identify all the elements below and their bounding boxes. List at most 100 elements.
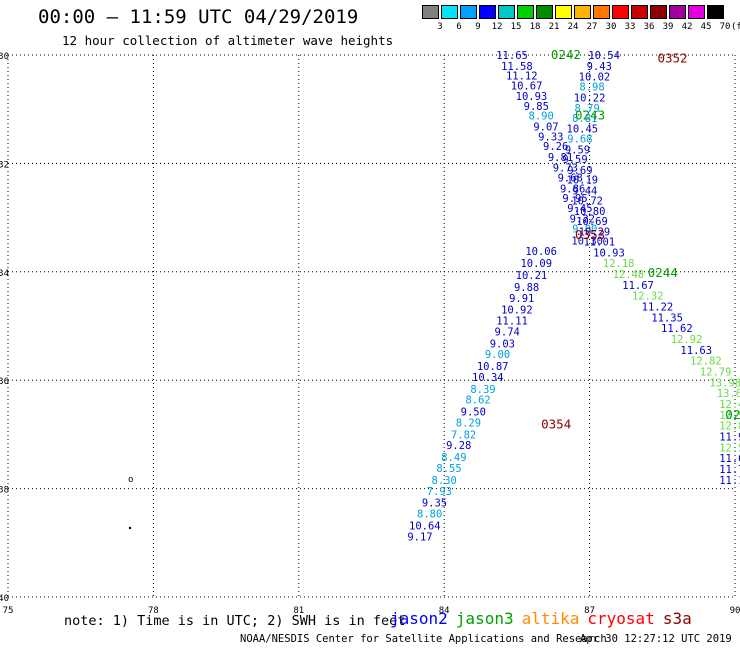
colorbar-swatch <box>707 5 724 19</box>
wave-height-label: 8.98 <box>579 81 604 93</box>
wave-height-label: 10.87 <box>477 361 509 373</box>
wave-height-label: 9.50 <box>461 407 486 419</box>
colorbar-label: 45 <box>700 22 712 32</box>
wave-height-label: 8.90 <box>528 111 553 123</box>
wave-height-label: 11.12 <box>506 71 538 83</box>
colorbar-swatch <box>555 5 572 19</box>
wave-height-label: 9.95 <box>562 193 587 205</box>
colorbar-swatch <box>574 5 591 19</box>
wave-height-label: 9.59 <box>565 144 590 156</box>
wave-height-label: 8.49 <box>441 452 466 464</box>
colorbar-swatch <box>479 5 496 19</box>
wave-height-label: 10.34 <box>472 372 504 384</box>
wave-height-label: 11.79 <box>719 464 740 476</box>
wave-height-label: 10.93 <box>516 91 548 103</box>
wave-height-label: 9.68 <box>558 172 583 184</box>
wave-height-label: 10.19 <box>567 175 599 187</box>
colorbar-label: 21 <box>548 22 560 32</box>
wave-height-label: 9.73 <box>553 163 578 175</box>
colorbar-swatch <box>460 5 477 19</box>
wave-height-label: 9.43 <box>587 61 612 73</box>
legend-entry-altika: altika <box>521 609 580 628</box>
wave-height-label: 9.69 <box>567 165 592 177</box>
wave-height-label: 8.80 <box>417 509 442 521</box>
wave-height-label: 12.48 <box>613 269 645 281</box>
colorbar-swatch <box>669 5 686 19</box>
wave-height-label: 11.22 <box>642 301 674 313</box>
colorbar-label: 27 <box>586 22 598 32</box>
track-time-label: 0244 <box>648 265 678 280</box>
colorbar-label: 33 <box>624 22 636 32</box>
colorbar-swatch <box>422 5 439 19</box>
wave-height-label: 11.11 <box>496 316 528 328</box>
wave-height-label: 10.02 <box>579 72 611 84</box>
wave-height-label: 9.88 <box>514 282 539 294</box>
wave-height-label: 10.72 <box>571 195 603 207</box>
wave-height-label: 9.86 <box>560 183 585 195</box>
track-time-label: 0352 <box>657 51 687 66</box>
wave-height-label: 11.67 <box>719 453 740 465</box>
wave-height-label: 9.00 <box>485 349 510 361</box>
wave-height-label: 9.68 <box>567 133 592 145</box>
wave-height-label: 8.81 <box>572 113 597 125</box>
wave-height-label: 11.97 <box>719 432 740 444</box>
x-tick-label: 78 <box>148 606 159 616</box>
chart-subtitle: 12 hour collection of altimeter wave hei… <box>62 33 394 48</box>
wave-height-label: 10.64 <box>409 520 441 532</box>
track-time-label: 0243 <box>575 108 605 123</box>
colorbar-label: 70 <box>719 22 731 32</box>
wave-height-label: 10.09 <box>520 258 552 270</box>
wave-height-label: 10.22 <box>574 92 606 104</box>
track-time-label: 0353 <box>575 227 605 242</box>
wave-height-label: 13.63 <box>717 388 740 400</box>
wave-height-label: 9.44 <box>572 186 597 198</box>
wave-height-label: 9.22 <box>570 214 595 226</box>
colorbar-swatch <box>441 5 458 19</box>
wave-height-label: 10.92 <box>501 305 533 317</box>
wave-height-label: 9.85 <box>524 101 549 113</box>
wave-height-label: 10.30 <box>571 235 603 247</box>
wave-height-label: 12.92 <box>671 334 703 346</box>
wave-height-label: 9.03 <box>490 338 515 350</box>
colorbar-swatch <box>612 5 629 19</box>
wave-height-label: 11.63 <box>680 345 712 357</box>
y-tick-label: -38 <box>0 486 9 496</box>
wave-height-label: 10.67 <box>511 80 543 92</box>
colorbar-swatch <box>631 5 648 19</box>
colorbar-label: 36 <box>643 22 655 32</box>
colorbar-swatch <box>498 5 515 19</box>
wave-height-label: 11.65 <box>496 50 528 62</box>
credit-text: NOAA/NESDIS Center for Satellite Applica… <box>240 633 607 645</box>
wave-height-label: 9.45 <box>567 203 592 215</box>
colorbar-unit: (ft) <box>731 22 740 32</box>
y-tick-label: -34 <box>0 269 9 279</box>
wave-height-label: 8.30 <box>432 475 457 487</box>
colorbar-label: 30 <box>605 22 617 32</box>
wave-height-label: 11.67 <box>622 280 654 292</box>
wave-height-label: 9.28 <box>446 440 471 452</box>
island-dot <box>128 526 132 530</box>
legend-entry-s3a: s3a <box>662 609 692 628</box>
x-tick-label: 84 <box>439 606 450 616</box>
wave-height-label: 7.82 <box>451 429 476 441</box>
wave-height-label: 12.47 <box>719 399 740 411</box>
note-text: note: 1) Time is in UTC; 2) SWH is in fe… <box>64 613 406 629</box>
legend-entry-cryosat: cryosat <box>587 609 655 628</box>
track-time-label: 02 <box>725 407 740 422</box>
y-tick-label: -36 <box>0 377 9 387</box>
x-tick-label: 75 <box>3 606 14 616</box>
wave-height-label: 9.33 <box>538 131 563 143</box>
wave-height-label: 7.93 <box>427 486 452 498</box>
colorbar-label: 15 <box>510 22 522 32</box>
wave-height-label: 13.98 <box>710 377 740 389</box>
track-time-label: 0242 <box>551 47 581 62</box>
colorbar-label: 9 <box>475 22 481 32</box>
colorbar-label: 6 <box>456 22 462 32</box>
wave-height-label: 9.91 <box>509 293 534 305</box>
generated-timestamp: Apr 30 12:27:12 UTC 2019 <box>580 633 732 645</box>
wave-height-label: 8.55 <box>436 463 461 475</box>
wave-height-label: 10.69 <box>576 216 608 228</box>
wave-height-label: 12.32 <box>632 291 664 303</box>
wave-height-label: 11.58 <box>501 61 533 73</box>
y-tick-label: -30 <box>0 52 9 62</box>
